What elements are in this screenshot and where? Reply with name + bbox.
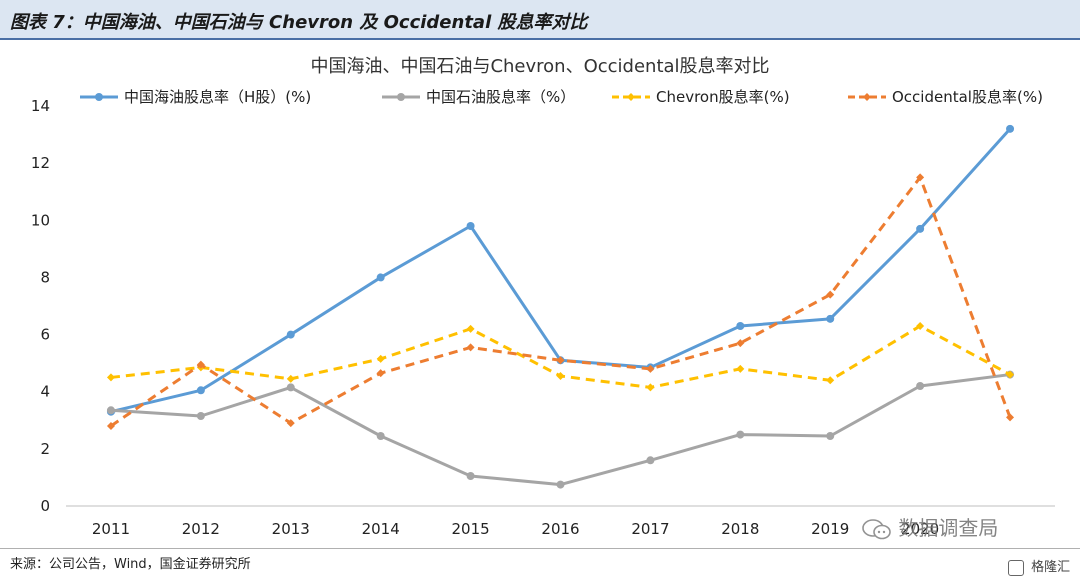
legend-label: Chevron股息率(%)	[656, 88, 790, 106]
data-point	[556, 356, 565, 365]
series-1	[106, 370, 1015, 489]
plot-area	[106, 124, 1015, 489]
x-tick-label: 2016	[541, 520, 579, 538]
watermark: 数据调查局	[862, 512, 998, 542]
chat-bubble-icon	[862, 518, 891, 539]
data-point	[106, 373, 115, 382]
legend-item: Occidental股息率(%)	[848, 88, 1043, 106]
x-tick-label: 2015	[451, 520, 489, 538]
legend-label: 中国石油股息率（%）	[426, 88, 575, 106]
data-point	[826, 290, 835, 299]
data-point	[916, 322, 925, 330]
y-tick-label: 0	[40, 497, 50, 515]
legend-item: Chevron股息率(%)	[612, 88, 790, 106]
x-tick-label: 2020	[901, 520, 939, 538]
x-tick-label: 2011	[92, 520, 130, 538]
legend-item: 中国石油股息率（%）	[382, 88, 575, 106]
data-point	[286, 383, 295, 392]
data-point	[196, 412, 205, 420]
x-tick-label: 2013	[272, 520, 310, 538]
y-tick-label: 4	[40, 383, 50, 401]
data-point	[106, 422, 115, 430]
brand-logo-icon	[1008, 559, 1024, 576]
legend-marker	[627, 93, 635, 101]
footer-divider	[0, 548, 1080, 549]
x-tick-label: 2018	[721, 520, 759, 538]
series-line	[110, 175, 1012, 428]
data-point	[466, 343, 475, 352]
legend-label: Occidental股息率(%)	[892, 88, 1043, 106]
data-point	[196, 360, 205, 369]
data-point	[916, 173, 925, 182]
data-point	[646, 364, 655, 373]
header-divider	[0, 38, 1080, 40]
data-point	[376, 273, 385, 282]
data-point	[1006, 413, 1015, 422]
data-point	[826, 376, 835, 385]
legend-marker	[95, 93, 103, 101]
legend-item: 中国海油股息率（H股）(%)	[80, 88, 311, 106]
header-bar	[0, 0, 1080, 38]
chart-title: 中国海油、中国石油与Chevron、Occidental股息率对比	[310, 56, 769, 77]
data-point	[466, 324, 475, 333]
data-point	[736, 339, 745, 348]
data-point	[916, 224, 925, 233]
source-note: 来源：公司公告，Wind，国金证券研究所	[10, 557, 251, 572]
data-point	[376, 369, 385, 378]
data-point	[466, 222, 475, 230]
x-tick-label: 2014	[362, 520, 400, 538]
series-line	[110, 127, 1012, 414]
data-point	[556, 480, 565, 489]
legend-marker	[863, 93, 871, 101]
data-point	[286, 374, 295, 383]
watermark-text: 数据调查局	[898, 516, 999, 540]
data-point	[736, 322, 745, 330]
y-tick-label: 14	[31, 97, 50, 115]
data-point	[376, 432, 385, 440]
data-point	[106, 406, 115, 415]
data-point	[556, 372, 565, 380]
data-point	[736, 430, 745, 439]
x-tick-label: 2012	[182, 520, 220, 538]
data-point	[286, 419, 295, 428]
y-tick-label: 2	[40, 440, 50, 458]
series-line	[110, 373, 1011, 487]
legend-marker	[397, 93, 405, 101]
data-point	[826, 314, 835, 323]
x-axis: 2011 2012 2013 2014 2015 2016 2017 2018 2019 2020	[66, 505, 1055, 538]
series-3	[106, 173, 1015, 430]
y-tick-label: 8	[40, 268, 50, 286]
series-2	[106, 322, 1015, 392]
figure-title: 图表 7：中国海油、中国石油与 Chevron 及 Occidental 股息率…	[10, 12, 588, 33]
brand-text: 格隆汇	[1031, 560, 1071, 575]
y-tick-label: 6	[40, 326, 50, 344]
data-point	[466, 472, 475, 480]
data-point	[376, 354, 385, 363]
data-point	[826, 432, 835, 440]
data-point	[286, 330, 295, 339]
data-point	[1006, 124, 1015, 133]
x-tick-label: 2017	[631, 520, 669, 538]
dividend-yield-chart: 中国海油、中国石油与Chevron、Occidental股息率对比 中国海油股息…	[31, 56, 1055, 538]
brand-mark: 格隆汇	[1008, 556, 1070, 576]
y-tick-label: 10	[31, 211, 50, 229]
legend: 中国海油股息率（H股）(%) 中国石油股息率（%） Chevron股息率(%) Occ…	[80, 88, 1043, 106]
data-point	[646, 383, 655, 392]
data-point	[1006, 370, 1015, 379]
legend-label: 中国海油股息率（H股）(%)	[124, 88, 311, 106]
data-point	[196, 386, 205, 395]
y-tick-label: 12	[31, 154, 50, 172]
y-axis: 0 2 4 6 8 10 12 14	[31, 97, 50, 515]
data-point	[916, 382, 925, 390]
data-point	[646, 456, 655, 465]
data-point	[736, 364, 745, 373]
x-tick-label: 2019	[811, 520, 849, 538]
